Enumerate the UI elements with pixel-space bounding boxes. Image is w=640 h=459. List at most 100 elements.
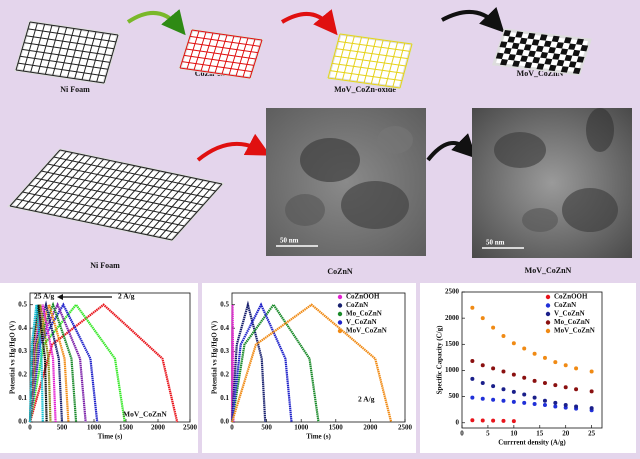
data-point [553, 404, 558, 409]
y-axis-label: Potential vs Hg/HgO (V) [211, 320, 219, 394]
legend-label: Mo_CoZnN [346, 310, 382, 318]
foam-wire [88, 32, 104, 81]
chart-panel [0, 283, 198, 453]
foam-cell [548, 64, 557, 72]
foam-wire [19, 55, 109, 70]
foam-cell [507, 36, 516, 43]
arrow [426, 133, 477, 162]
foam-cell [548, 47, 556, 54]
foam-wire [53, 156, 216, 192]
gcd-curve [28, 304, 48, 423]
annotation: 2 A/g [358, 395, 375, 404]
annotation: MoV_CoZnN [123, 410, 167, 419]
foam-cell [532, 56, 541, 64]
y-tick-label: 0.0 [220, 418, 229, 426]
foam-wire [66, 29, 82, 78]
legend-label: Mo_CoZnN [554, 318, 590, 326]
gcd-curve [28, 302, 99, 423]
foam-wire [52, 27, 68, 76]
data-point [563, 363, 568, 368]
chart-panel [420, 283, 636, 453]
foam-wire [331, 62, 405, 74]
foam-wire [327, 77, 401, 89]
data-point [542, 381, 547, 386]
foam-wire [9, 205, 173, 241]
foam-wire [183, 54, 255, 66]
data-point [470, 305, 475, 310]
chart-panel [202, 283, 416, 453]
x-axis-label: Currrent density (A/g) [498, 439, 566, 447]
foam-grid [178, 28, 264, 80]
data-point [522, 375, 527, 380]
annotation: 2 A/g [118, 292, 135, 301]
foam-wire [15, 69, 105, 84]
x-tick-label: 2500 [183, 424, 198, 432]
y-tick-label: 0.0 [18, 418, 27, 426]
y-tick-label: 0.5 [220, 300, 229, 308]
arrow [126, 9, 186, 36]
foam-cell [535, 45, 544, 52]
y-tick-label: 0.5 [18, 300, 27, 308]
foam-cell [503, 47, 512, 55]
data-point [542, 398, 547, 403]
y-tick-label: 0.3 [18, 347, 27, 355]
data-point [501, 369, 506, 374]
data-point [470, 359, 475, 364]
foam-wire [29, 21, 119, 36]
legend-swatch [337, 303, 343, 308]
x-tick-label: 500 [57, 424, 68, 432]
x-tick-label: 25 [588, 430, 596, 438]
foam-cell [528, 50, 536, 57]
data-point [553, 360, 558, 365]
foam-cell [540, 52, 549, 59]
data-point [511, 372, 516, 377]
y-tick-label: 0.1 [220, 394, 229, 402]
data-point [480, 363, 485, 368]
foam-wire [191, 29, 263, 41]
x-tick-label: 15 [536, 430, 544, 438]
x-tick-label: 2000 [363, 424, 378, 432]
data-point [491, 325, 496, 330]
foam-wire [333, 55, 407, 67]
y-tick-label: 0.4 [18, 324, 27, 332]
x-tick-label: 0 [460, 430, 464, 438]
x-tick-label: 1500 [119, 424, 134, 432]
y-tick-label: 0 [456, 418, 460, 426]
foam-wire [15, 21, 31, 71]
gcd-curve [28, 300, 64, 423]
y-axis-label: Specific Capacity (C/g) [436, 325, 444, 394]
foam-wire [25, 35, 115, 50]
data-point [532, 401, 537, 406]
foam-wire [74, 30, 90, 79]
legend-swatch [337, 328, 343, 334]
x-tick-label: 1000 [294, 424, 309, 432]
x-tick-label: 2500 [398, 424, 413, 432]
data-point [563, 402, 568, 407]
gcd-curve [230, 302, 320, 423]
foam-cell [495, 52, 504, 60]
foam-wire [44, 26, 60, 75]
tem-image [472, 108, 632, 258]
foam-wire [23, 42, 113, 57]
legend-label: CoZnOOH [554, 293, 588, 301]
legend-swatch [545, 328, 551, 334]
foam-wire [27, 28, 117, 43]
y-tick-label: 1500 [445, 340, 460, 348]
foam-wire [41, 170, 204, 206]
foam-cell [572, 49, 581, 57]
gcd-curve [28, 301, 78, 423]
legend-label: MoV_CoZnN [554, 327, 595, 335]
data-point [480, 381, 485, 386]
tem-image [266, 108, 426, 256]
foam-cell [511, 42, 520, 50]
data-point [574, 387, 579, 392]
data-point [589, 406, 594, 411]
foam-grid [7, 148, 225, 242]
foam-wire [179, 67, 251, 79]
foam-wire [185, 48, 257, 60]
x-tick-label: 2000 [151, 424, 166, 432]
foam-wire [181, 61, 253, 73]
arrow [441, 7, 505, 33]
data-point [522, 346, 527, 351]
